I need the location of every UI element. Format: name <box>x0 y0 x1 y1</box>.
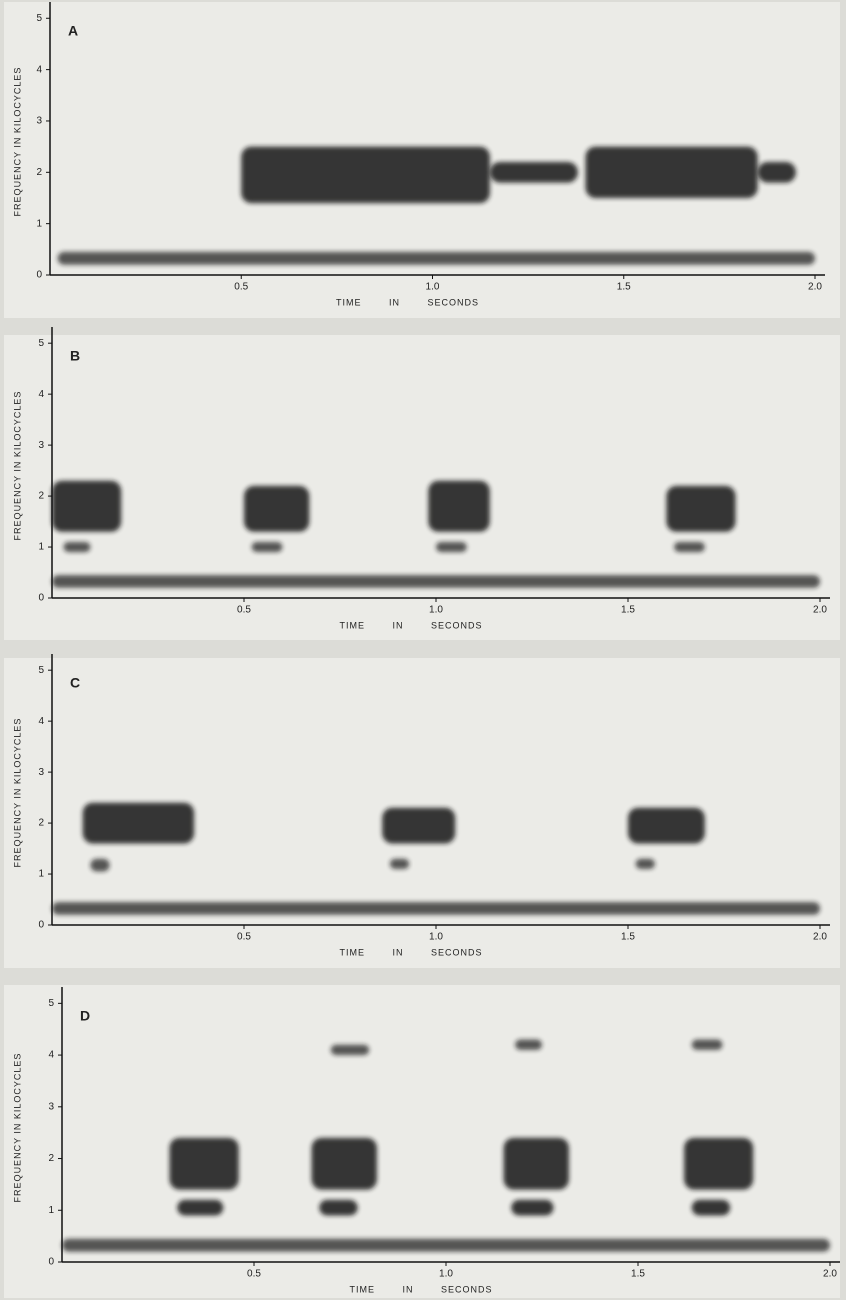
y-tick-label: 2 <box>38 491 44 502</box>
panel-letter: D <box>80 1008 90 1024</box>
y-tick-label: 4 <box>38 716 44 727</box>
x-tick-label: 1.0 <box>426 282 440 293</box>
x-tick-label: 1.5 <box>617 282 631 293</box>
x-axis-title: TIME IN SECONDS <box>336 297 479 307</box>
x-axis-title: TIME IN SECONDS <box>349 1284 492 1294</box>
y-axis-title: FREQUENCY IN KILOCYCLES <box>12 1053 22 1203</box>
sound-burst <box>515 1039 542 1050</box>
y-tick-label: 3 <box>48 1101 54 1112</box>
y-axis-title: FREQUENCY IN KILOCYCLES <box>12 718 22 868</box>
x-tick-label: 2.0 <box>813 932 827 943</box>
panel-letter: A <box>68 23 78 39</box>
x-tick-label: 2.0 <box>808 282 822 293</box>
y-tick-label: 3 <box>38 767 44 778</box>
y-tick-label: 5 <box>38 338 44 349</box>
y-tick-label: 3 <box>38 440 44 451</box>
sound-burst <box>684 1137 754 1190</box>
y-tick-label: 5 <box>48 998 54 1009</box>
y-tick-label: 4 <box>36 64 42 75</box>
sound-burst <box>330 1044 370 1056</box>
sound-burst <box>436 541 467 553</box>
x-tick-label: 0.5 <box>237 605 251 616</box>
sound-burst <box>52 902 820 915</box>
x-tick-label: 1.0 <box>429 605 443 616</box>
y-tick-label: 0 <box>38 920 44 931</box>
y-tick-label: 1 <box>36 218 42 229</box>
sound-burst <box>63 541 91 553</box>
sound-burst <box>691 1039 723 1050</box>
panel-letter: C <box>70 675 80 691</box>
x-tick-label: 0.5 <box>247 1269 261 1280</box>
x-tick-label: 1.0 <box>439 1269 453 1280</box>
y-axis-title: FREQUENCY IN KILOCYCLES <box>12 391 22 541</box>
sound-burst <box>428 480 490 532</box>
y-tick-label: 0 <box>48 1257 54 1268</box>
y-tick-label: 2 <box>36 167 42 178</box>
sound-burst <box>241 146 490 204</box>
x-tick-label: 1.0 <box>429 932 443 943</box>
sound-burst <box>319 1199 358 1216</box>
y-tick-label: 0 <box>38 593 44 604</box>
sound-burst <box>244 485 310 532</box>
sound-burst <box>62 1238 830 1252</box>
sound-burst <box>389 858 410 869</box>
sound-burst <box>635 858 655 869</box>
sound-burst <box>90 858 110 872</box>
sound-burst <box>52 575 820 588</box>
sound-burst <box>52 480 122 532</box>
panel-letter: B <box>70 348 80 364</box>
y-tick-label: 5 <box>38 665 44 676</box>
sound-burst <box>511 1199 554 1216</box>
sound-burst <box>177 1199 224 1216</box>
x-tick-label: 0.5 <box>237 932 251 943</box>
sound-burst <box>169 1137 239 1190</box>
sound-burst <box>628 807 705 844</box>
y-tick-label: 2 <box>38 818 44 829</box>
y-tick-label: 2 <box>48 1153 54 1164</box>
sound-burst <box>311 1137 377 1190</box>
sound-burst <box>691 1199 731 1216</box>
x-axis-title: TIME IN SECONDS <box>339 947 482 957</box>
sound-burst <box>503 1137 569 1190</box>
x-tick-label: 0.5 <box>234 282 248 293</box>
y-tick-label: 1 <box>38 542 44 553</box>
y-tick-label: 1 <box>48 1205 54 1216</box>
sound-burst <box>585 146 758 198</box>
sound-burst <box>57 251 815 265</box>
sound-burst <box>382 807 456 844</box>
y-tick-label: 5 <box>36 13 42 24</box>
sound-burst <box>251 541 283 553</box>
sound-burst <box>674 541 705 553</box>
y-tick-label: 0 <box>36 270 42 281</box>
sound-burst <box>666 485 736 532</box>
x-tick-label: 1.5 <box>621 932 635 943</box>
x-tick-label: 2.0 <box>823 1269 837 1280</box>
sound-burst <box>82 802 195 844</box>
x-axis-title: TIME IN SECONDS <box>339 620 482 630</box>
x-tick-label: 1.5 <box>621 605 635 616</box>
x-tick-label: 1.5 <box>631 1269 645 1280</box>
y-tick-label: 3 <box>36 116 42 127</box>
sound-burst <box>757 162 796 183</box>
y-tick-label: 4 <box>38 389 44 400</box>
x-tick-label: 2.0 <box>813 605 827 616</box>
y-axis-title: FREQUENCY IN KILOCYCLES <box>12 67 22 217</box>
y-tick-label: 4 <box>48 1050 54 1061</box>
sound-burst <box>489 162 578 183</box>
y-tick-label: 1 <box>38 869 44 880</box>
